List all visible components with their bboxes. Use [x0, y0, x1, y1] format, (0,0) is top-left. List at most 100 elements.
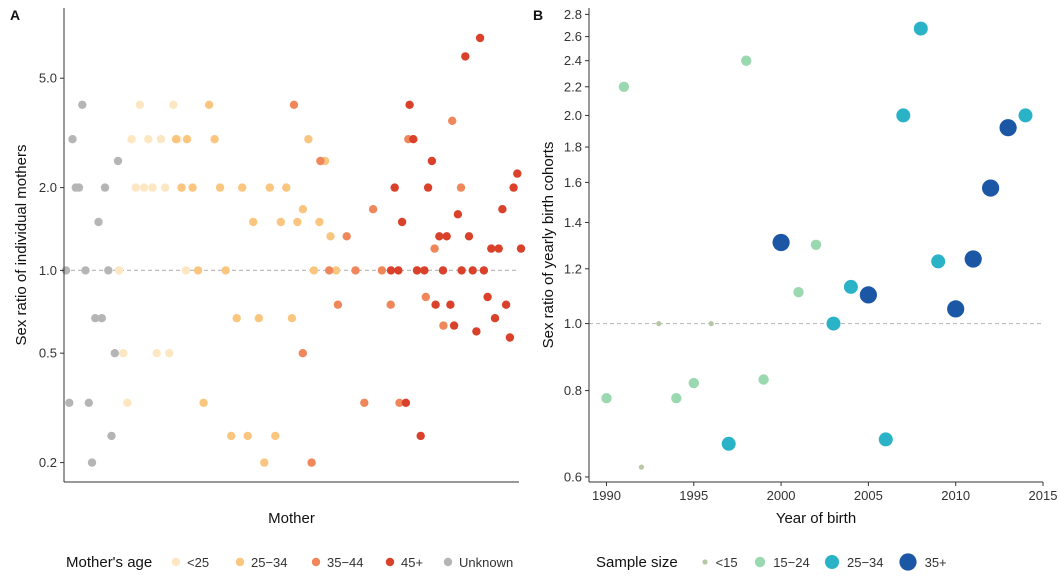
data-point	[721, 436, 736, 451]
legend-label: <15	[716, 555, 738, 570]
data-point	[342, 232, 351, 241]
data-point	[982, 179, 1000, 197]
data-point	[386, 266, 396, 275]
data-point	[405, 100, 414, 110]
y-tick-label: 1.2	[564, 261, 582, 276]
data-point	[78, 100, 87, 110]
data-point	[464, 232, 474, 241]
legend-swatch	[825, 555, 839, 569]
data-point	[110, 349, 120, 358]
panel-b: B 0.6 0.8 1.0 1.2 1.4 1.6 1.8 2.0 2.2 2.4 2.6 2.8 199…	[533, 7, 1057, 571]
data-point	[859, 286, 878, 304]
data-point	[265, 183, 274, 192]
panel-a: A 0.2 0.5 1.0 2.0 5.0 Mother Sex ratio of indiv…	[10, 7, 526, 571]
data-point	[412, 266, 422, 275]
data-point	[135, 100, 145, 110]
data-point	[114, 266, 124, 275]
x-tick-label: 1990	[592, 488, 621, 503]
legend-swatch	[311, 557, 321, 567]
data-point	[505, 333, 515, 342]
data-point	[326, 232, 335, 241]
data-point	[331, 266, 341, 275]
data-point	[772, 233, 790, 252]
y-tick-label: 5.0	[39, 71, 57, 86]
data-point	[298, 349, 307, 358]
data-point	[468, 266, 477, 275]
y-axis-title: Sex ratio of individual mothers	[13, 145, 30, 346]
data-point	[160, 183, 170, 192]
data-point	[947, 300, 965, 318]
data-point	[107, 431, 116, 441]
data-point	[513, 169, 522, 178]
y-tick-label: 1.6	[564, 175, 582, 190]
data-point	[94, 217, 103, 227]
data-point	[289, 100, 299, 110]
data-point	[708, 321, 714, 327]
data-point	[181, 266, 191, 275]
data-point	[448, 116, 457, 126]
data-point	[501, 300, 511, 309]
data-point	[483, 292, 492, 302]
data-point	[479, 266, 489, 275]
data-point	[238, 183, 247, 192]
data-point	[377, 266, 387, 275]
data-point	[390, 183, 399, 192]
data-point	[81, 266, 90, 275]
data-point	[431, 300, 440, 309]
data-point	[438, 266, 448, 275]
data-point	[91, 314, 100, 323]
y-tick-label: 1.0	[564, 316, 582, 331]
data-point	[397, 217, 407, 227]
data-point	[100, 183, 110, 192]
data-point	[360, 398, 369, 407]
data-point	[131, 183, 140, 192]
y-tick-label: 0.5	[39, 346, 57, 361]
legend-label: <25	[187, 555, 209, 570]
data-point	[293, 217, 302, 227]
data-point	[896, 108, 911, 123]
legend-label: 35+	[925, 555, 947, 570]
data-point	[309, 266, 319, 275]
data-point	[638, 464, 645, 470]
panel-letter: B	[533, 7, 543, 23]
data-point	[84, 398, 94, 407]
x-tick-label: 2010	[941, 488, 970, 503]
data-point	[333, 300, 343, 309]
data-point	[351, 266, 360, 275]
data-point	[913, 21, 928, 36]
y-axis-title: Sex ratio of yearly birth cohorts	[540, 142, 557, 349]
y-tick-label: 1.8	[564, 140, 582, 155]
data-point	[156, 135, 166, 144]
data-point	[74, 183, 84, 192]
data-point	[394, 266, 403, 275]
data-point	[199, 398, 208, 407]
panel-letter: A	[10, 7, 20, 23]
data-point	[490, 314, 500, 323]
data-point	[260, 458, 269, 467]
data-point	[461, 52, 470, 61]
data-point	[87, 458, 97, 467]
data-point	[878, 432, 893, 447]
legend-label: 15−24	[773, 555, 810, 570]
data-point	[449, 321, 459, 330]
data-point	[843, 279, 858, 294]
data-point	[298, 205, 308, 214]
data-point	[221, 266, 230, 275]
y-tick-label: 2.2	[564, 79, 582, 94]
y-tick-label: 2.8	[564, 7, 582, 22]
data-point	[65, 398, 74, 407]
legend-swatch	[443, 557, 453, 567]
data-point	[409, 135, 418, 144]
data-point	[171, 135, 181, 144]
data-point	[254, 314, 263, 323]
data-point	[423, 183, 433, 192]
x-tick-label: 1995	[679, 488, 708, 503]
data-point	[516, 244, 526, 253]
data-point	[325, 266, 334, 275]
data-point	[758, 374, 769, 385]
y-tick-label: 2.0	[564, 108, 582, 123]
data-point	[271, 431, 280, 441]
y-tick-label: 1.4	[564, 215, 582, 230]
y-tick-label: 0.6	[564, 469, 582, 484]
